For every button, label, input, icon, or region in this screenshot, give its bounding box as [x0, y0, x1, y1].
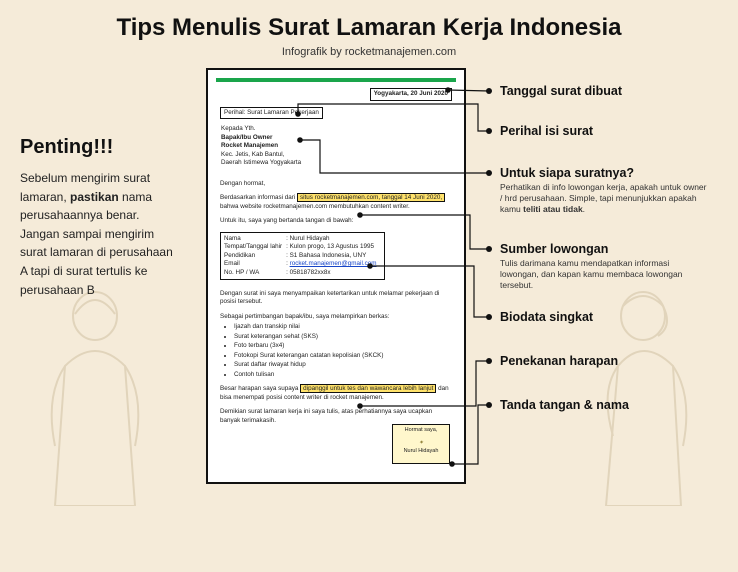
- bio-hp-v: : 05818782xx8x: [286, 269, 380, 278]
- annot-desc: Tulis darimana kamu mendapatkan informas…: [500, 258, 710, 291]
- letter-salutation: Dengan hormat,: [220, 180, 452, 189]
- annot-tanggal: Tanggal surat dibuat: [500, 84, 622, 98]
- letter-p4: Sebagai pertimbangan bapak/ibu, saya mel…: [220, 313, 452, 322]
- bio-email-v: : rocket.manajemen@gmail.com: [286, 260, 380, 269]
- letter-accent-bar: [216, 78, 456, 82]
- letter-p1-highlight: situs rocketmanajemen.com, tanggal 14 Ju…: [297, 193, 445, 202]
- bio-hp-l: No. HP / WA: [224, 269, 286, 278]
- left-heading: Penting!!!: [20, 136, 180, 159]
- bullet-icon: [486, 358, 492, 364]
- page-title: Tips Menulis Surat Lamaran Kerja Indones…: [0, 0, 738, 42]
- letter-p5: Besar harapan saya supaya dipanggil untu…: [220, 385, 452, 402]
- bullet-icon: [486, 128, 492, 134]
- letter-recipient: Kepada Yth. Bapak/Ibu Owner Rocket Manaj…: [220, 125, 452, 168]
- annot-perihal: Perihal isi surat: [500, 124, 593, 138]
- letter-p1b: bahwa website rocketmanajemen.com membut…: [220, 203, 410, 210]
- left-body-bold: pastikan: [70, 190, 119, 204]
- left-body-b: nama perusahaannya benar. Jangan sampai …: [20, 190, 173, 297]
- annot-label: Penekanan harapan: [500, 354, 618, 368]
- bio-email-link[interactable]: rocket.manajemen@gmail.com: [290, 260, 377, 267]
- bullet-icon: [486, 314, 492, 320]
- annot-penekanan: Penekanan harapan: [500, 354, 618, 368]
- letter-card: Yogyakarta, 20 Juni 2020 Perihal: Surat …: [206, 68, 466, 484]
- letter-p1: Berdasarkan informasi dari situs rocketm…: [220, 194, 452, 211]
- bio-email-l: Email: [224, 260, 286, 269]
- bio-pend-v: : S1 Bahasa Indonesia, UNY: [286, 252, 380, 261]
- attach-item: Ijazah dan transkip nilai: [234, 323, 452, 332]
- letter-to1: Bapak/Ibu Owner: [221, 134, 452, 143]
- annot-label: Tanggal surat dibuat: [500, 84, 622, 98]
- letter-perihal: Perihal: Surat Lamaran Pekerjaan: [220, 107, 323, 120]
- sign-name: Nurul Hidayah: [395, 448, 447, 455]
- bio-ttl-v: : Kulon progo, 13 Agustus 1995: [286, 243, 380, 252]
- letter-to2: Rocket Manajemen: [221, 142, 452, 151]
- annot-label: Untuk siapa suratnya?: [500, 166, 710, 180]
- annot-tandatangan: Tanda tangan & nama: [500, 398, 629, 412]
- annot-label: Sumber lowongan: [500, 242, 710, 256]
- attach-item: Surat keterangan sehat (SKS): [234, 333, 452, 342]
- attach-item: Contoh tulisan: [234, 371, 452, 380]
- annot-label: Biodata singkat: [500, 310, 593, 324]
- annot-desc: Perhatikan di info lowongan kerja, apaka…: [500, 182, 710, 215]
- bio-ttl-l: Tempat/Tanggal lahir: [224, 243, 286, 252]
- letter-biodata: Nama: Nurul Hidayah Tempat/Tanggal lahir…: [220, 232, 452, 284]
- letter-to4: Daerah Istimewa Yogyakarta: [221, 159, 452, 168]
- attach-item: Fotokopi Surat keterangan catatan kepoli…: [234, 352, 452, 361]
- letter-kepada: Kepada Yth.: [221, 125, 452, 134]
- letter-p5a: Besar harapan saya supaya: [220, 385, 300, 392]
- bullet-icon: [486, 402, 492, 408]
- letter-p1a: Berdasarkan informasi dari: [220, 194, 297, 201]
- bio-nama-l: Nama: [224, 235, 286, 244]
- letter-p2: Untuk itu, saya yang bertanda tangan di …: [220, 217, 452, 226]
- letter-attachments: Ijazah dan transkip nilai Surat keterang…: [234, 323, 452, 379]
- letter-date-text: Yogyakarta, 20 Juni 2020: [370, 88, 452, 101]
- letter-to3: Kec. Jetis, Kab Bantul,: [221, 151, 452, 160]
- main-area: Penting!!! Sebelum mengirim surat lamara…: [0, 66, 738, 506]
- letter-signbox: Hormat saya, ✶ Nurul Hidayah: [392, 424, 450, 464]
- bullet-icon: [486, 170, 492, 176]
- annot-biodata: Biodata singkat: [500, 310, 593, 324]
- letter-perihal-block: Perihal: Surat Lamaran Pekerjaan: [220, 107, 452, 120]
- page-subtitle: Infografik by rocketmanajemen.com: [0, 46, 738, 58]
- annot-sumber: Sumber lowongan Tulis darimana kamu mend…: [500, 242, 710, 291]
- bio-pend-l: Pendidikan: [224, 252, 286, 261]
- sign-top: Hormat saya,: [395, 427, 447, 434]
- letter-date: Yogyakarta, 20 Juni 2020: [220, 88, 452, 101]
- annot-untuk-siapa: Untuk siapa suratnya? Perhatikan di info…: [500, 166, 710, 215]
- bullet-icon: [486, 88, 492, 94]
- bio-nama-v: : Nurul Hidayah: [286, 235, 380, 244]
- attach-item: Surat daftar riwayat hidup: [234, 361, 452, 370]
- annot-label: Perihal isi surat: [500, 124, 593, 138]
- left-panel: Penting!!! Sebelum mengirim surat lamara…: [20, 136, 180, 299]
- attach-item: Foto terbaru (3x4): [234, 342, 452, 351]
- bullet-icon: [486, 246, 492, 252]
- letter-p3: Dengan surat ini saya menyampaikan keter…: [220, 290, 452, 307]
- letter-p6: Demikian surat lamaran kerja ini saya tu…: [220, 408, 452, 425]
- letter-p5-highlight: dipanggil untuk tes dan wawancara lebih …: [300, 384, 436, 393]
- annot-label: Tanda tangan & nama: [500, 398, 629, 412]
- sign-mark: ✶: [395, 440, 447, 447]
- left-body: Sebelum mengirim surat lamaran, pastikan…: [20, 169, 180, 299]
